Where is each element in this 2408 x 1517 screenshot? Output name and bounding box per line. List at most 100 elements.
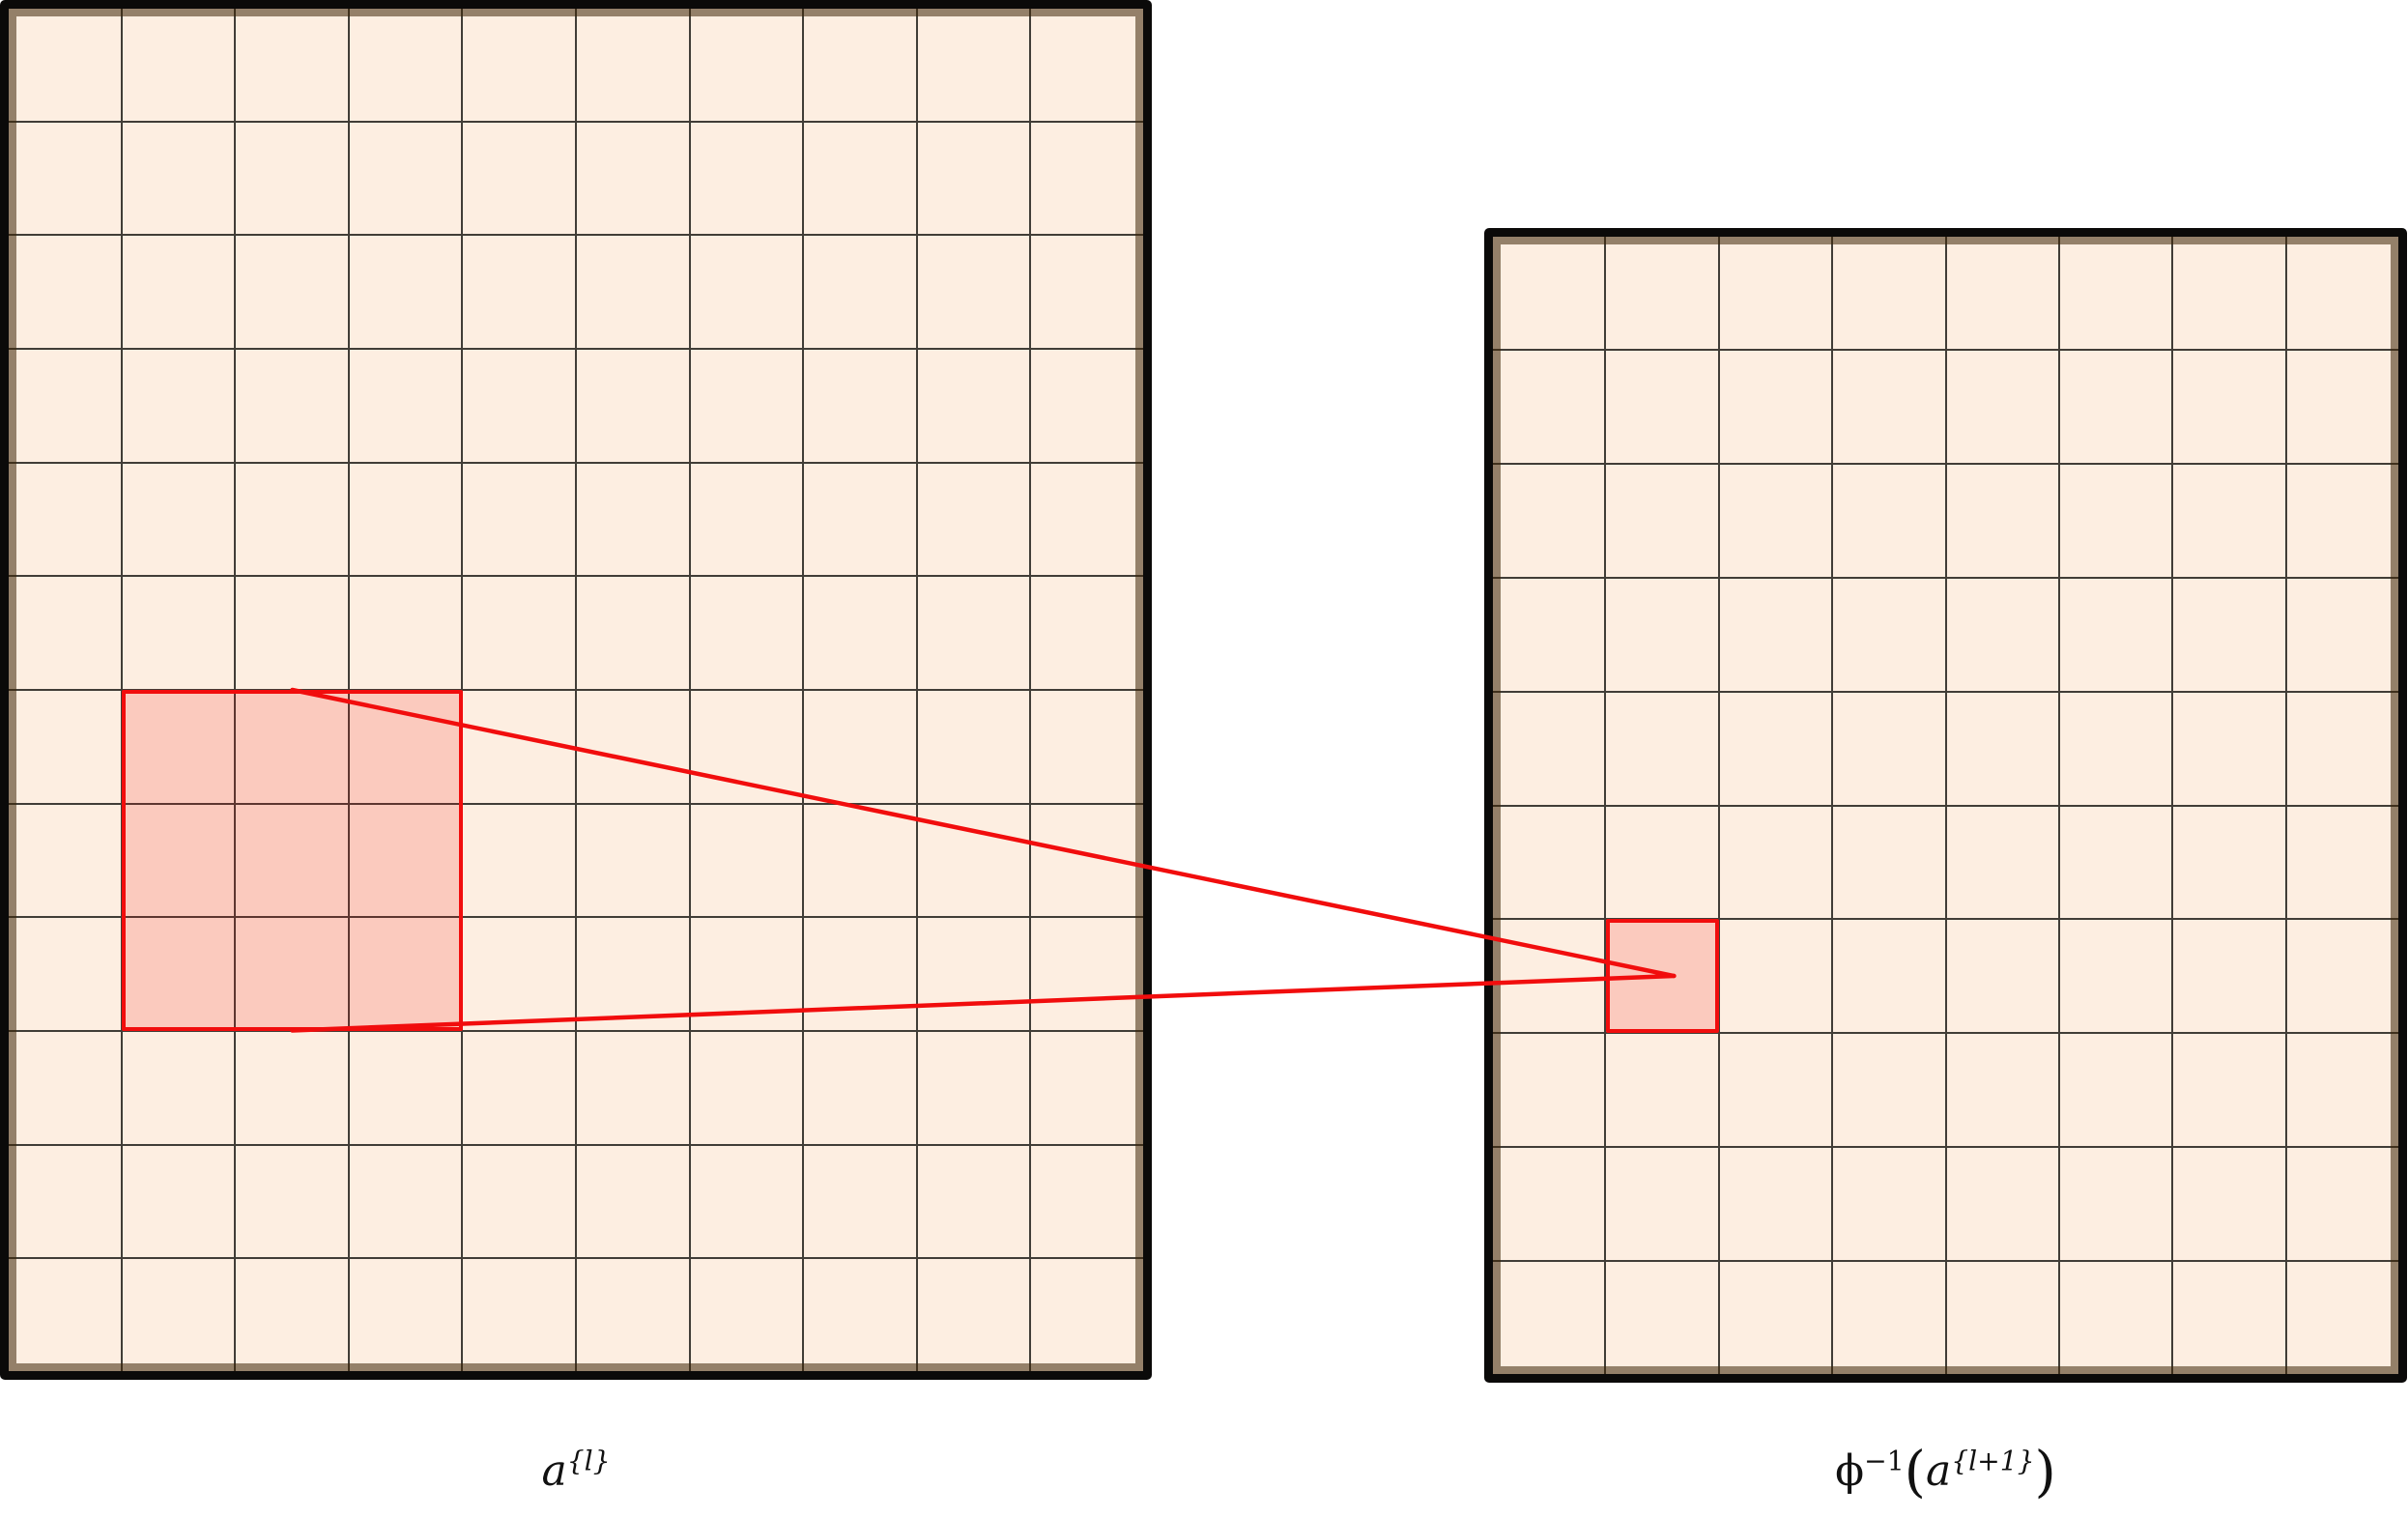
matrix-cell — [2059, 464, 2172, 577]
matrix-cell — [122, 463, 235, 576]
matrix-cell — [917, 349, 1030, 462]
matrix-cell — [2286, 692, 2398, 805]
matrix-cell — [1719, 692, 1832, 805]
matrix-cell — [1031, 349, 1143, 462]
right-label-base: a — [1925, 1446, 1952, 1496]
matrix-cell — [236, 1031, 348, 1144]
matrix-cell — [9, 236, 121, 348]
matrix-cell — [917, 1031, 1030, 1144]
matrix-cell — [236, 1259, 348, 1371]
matrix-cell — [1493, 920, 1605, 1033]
matrix-cell — [1946, 806, 2058, 919]
matrix-cell — [917, 463, 1030, 576]
matrix-cell — [1833, 578, 1945, 691]
matrix-cell — [236, 577, 348, 689]
matrix-cell — [1031, 918, 1143, 1030]
matrix-cell — [690, 122, 803, 235]
matrix-cell — [804, 1145, 916, 1258]
matrix-cell — [1031, 804, 1143, 917]
matrix-cell — [1719, 578, 1832, 691]
matrix-cell — [690, 918, 803, 1030]
matrix-cell — [9, 577, 121, 689]
matrix-cell — [2059, 237, 2172, 349]
matrix-cell — [1946, 1034, 2058, 1147]
matrix-cell — [2286, 1262, 2398, 1374]
matrix-cell — [463, 349, 575, 462]
matrix-cell — [349, 122, 462, 235]
matrix-cell — [1606, 806, 1718, 919]
matrix-cell — [917, 690, 1030, 803]
matrix-cell — [2286, 1034, 2398, 1147]
matrix-cell — [576, 122, 689, 235]
matrix-cell — [349, 1031, 462, 1144]
matrix-cell — [122, 577, 235, 689]
matrix-cell — [9, 463, 121, 576]
matrix-cell — [2286, 464, 2398, 577]
matrix-cell — [1606, 1034, 1718, 1147]
matrix-cell — [1493, 692, 1605, 805]
matrix-cell — [2059, 920, 2172, 1033]
matrix-cell — [576, 349, 689, 462]
matrix-cell — [1606, 692, 1718, 805]
matrix-cell — [1493, 1262, 1605, 1374]
matrix-cell — [1833, 1034, 1945, 1147]
matrix-cell — [463, 804, 575, 917]
matrix-cell — [1031, 690, 1143, 803]
matrix-cell — [804, 1031, 916, 1144]
matrix-cell — [1606, 1262, 1718, 1374]
matrix-cell — [1719, 237, 1832, 349]
matrix-cell — [9, 9, 121, 121]
matrix-cell — [1031, 236, 1143, 348]
matrix-cell — [2286, 350, 2398, 463]
matrix-cell — [804, 463, 916, 576]
matrix-cell — [463, 9, 575, 121]
matrix-cell — [1833, 692, 1945, 805]
matrix-cell — [1833, 806, 1945, 919]
matrix-cell — [1946, 237, 2058, 349]
matrix-cell — [690, 690, 803, 803]
matrix-cell — [122, 804, 235, 917]
matrix-cell — [122, 349, 235, 462]
matrix-cell — [690, 349, 803, 462]
matrix-cell — [2059, 350, 2172, 463]
matrix-cell — [463, 577, 575, 689]
matrix-cell — [1946, 464, 2058, 577]
matrix-cell — [122, 122, 235, 235]
matrix-cell — [236, 463, 348, 576]
matrix-cell — [1719, 464, 1832, 577]
matrix-cell — [1719, 920, 1832, 1033]
matrix-cell — [349, 1259, 462, 1371]
matrix-cell — [9, 804, 121, 917]
left-label-base: a — [541, 1446, 567, 1496]
matrix-cell — [463, 463, 575, 576]
matrix-cell — [1493, 237, 1605, 349]
matrix-cell — [804, 9, 916, 121]
left-matrix-label: a{l} — [0, 1436, 1152, 1517]
matrix-cell — [2286, 920, 2398, 1033]
matrix-cell — [2173, 920, 2285, 1033]
matrix-cell — [917, 236, 1030, 348]
matrix-cell — [690, 1145, 803, 1258]
matrix-cell — [576, 1031, 689, 1144]
matrix-cell — [2173, 350, 2285, 463]
matrix-cell — [1946, 692, 2058, 805]
right-matrix-grid — [1493, 237, 2398, 1374]
matrix-cell — [576, 804, 689, 917]
matrix-cell — [690, 1031, 803, 1144]
matrix-cell — [1946, 578, 2058, 691]
matrix-cell — [1946, 350, 2058, 463]
matrix-cell — [236, 236, 348, 348]
right-label-open-paren: ( — [1904, 1440, 1926, 1504]
matrix-cell — [349, 1145, 462, 1258]
matrix-cell — [1719, 1034, 1832, 1147]
left-matrix-label-text: a{l} — [541, 1446, 610, 1496]
left-label-superscript: {l} — [566, 1445, 611, 1477]
matrix-cell — [122, 690, 235, 803]
right-label-phi: ϕ — [1835, 1446, 1865, 1496]
matrix-cell — [917, 1145, 1030, 1258]
matrix-cell — [1031, 122, 1143, 235]
right-label-close-paren: ) — [2034, 1440, 2056, 1504]
matrix-cell — [2059, 578, 2172, 691]
matrix-cell — [1493, 350, 1605, 463]
matrix-cell — [2059, 806, 2172, 919]
